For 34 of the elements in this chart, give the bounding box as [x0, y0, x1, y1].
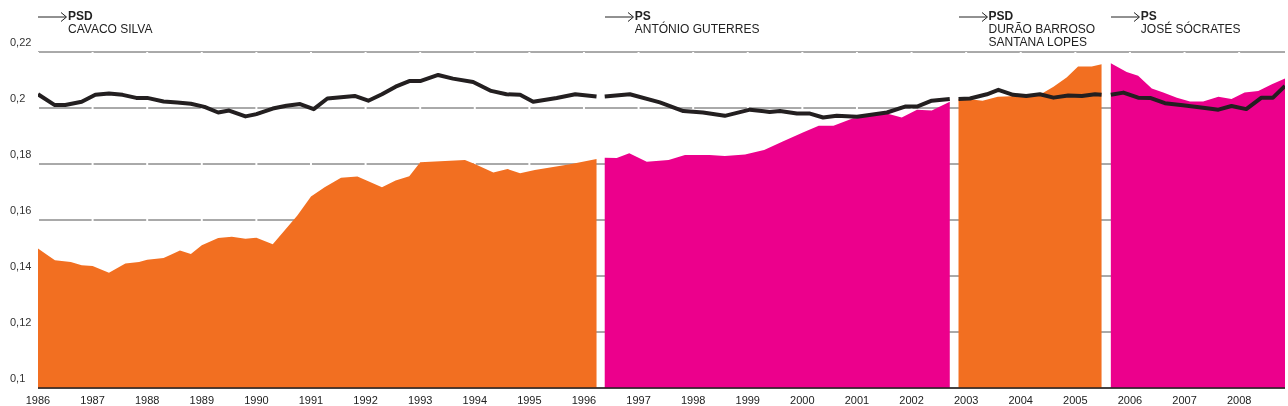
x-tick-label: 1991: [298, 394, 324, 406]
y-tick-label: 0,12: [10, 316, 32, 328]
x-tick-label: 1994: [462, 394, 488, 406]
x-tick-label: 2006: [1117, 394, 1143, 406]
x-tick-label: 1999: [735, 394, 761, 406]
y-tick-label: 0,2: [10, 92, 26, 104]
x-tick-label: 2000: [790, 394, 815, 406]
x-tick-label: 1987: [80, 394, 105, 406]
x-tick-label: 1992: [353, 394, 378, 406]
y-tick-label: 0,18: [10, 148, 32, 160]
x-tick-label: 1997: [626, 394, 651, 406]
x-tick-label: 1993: [407, 394, 433, 406]
x-tick-label: 1998: [680, 394, 706, 406]
x-tick-label: 2004: [1008, 394, 1033, 406]
x-tick-label: 2001: [844, 394, 870, 406]
x-tick-label: 2002: [899, 394, 924, 406]
x-tick-label: 2005: [1063, 394, 1088, 406]
x-tick-label: 1995: [517, 394, 542, 406]
y-tick-label: 0,14: [10, 260, 32, 272]
text: PSD DURÃO BARROSO SANTANA LOPES: [988, 9, 1096, 49]
x-tick-label: 2007: [1172, 394, 1197, 406]
x-tick-label: 1986: [25, 394, 51, 406]
text: PS ANTÓNIO GUTERRES: [634, 9, 760, 36]
x-tick-label: 1996: [571, 394, 597, 406]
y-tick-label: 0,1: [10, 372, 26, 384]
x-tick-label: 1988: [134, 394, 160, 406]
text: PSD CAVACO SILVA: [68, 9, 153, 36]
text: PS JOSÉ SÓCRATES: [1140, 9, 1241, 36]
x-tick-label: 2008: [1226, 394, 1252, 406]
y-tick-label: 0,16: [10, 204, 32, 216]
y-tick-label: 0,22: [10, 36, 32, 48]
x-tick-label: 2003: [953, 394, 979, 406]
x-tick-label: 1990: [244, 394, 269, 406]
x-tick-label: 1989: [189, 394, 215, 406]
